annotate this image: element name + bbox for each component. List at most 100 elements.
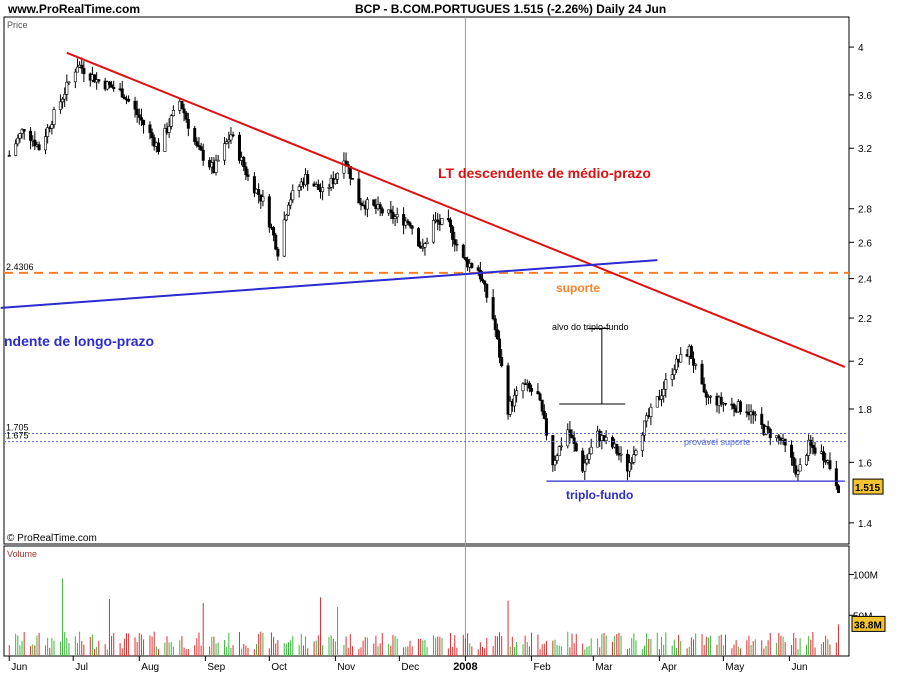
candle-body [297,186,301,191]
candle-body [500,357,504,367]
candle-body [227,139,231,143]
candle-body [555,455,559,461]
candle-body [316,184,320,190]
x-tick-label: Sep [207,662,225,673]
candle-body [506,365,510,415]
candle-body [199,146,203,151]
candle-body [421,246,425,249]
candle-body [719,396,723,404]
chart-labels: Jun Jul Aug Sep Oct Nov Dec 2008 Feb Mar Apr May Jun… [4,43,886,673]
candle-body [63,94,67,100]
price-panel-frame [3,16,850,545]
y-tick-label: 2.8 [858,205,872,216]
candle-body [67,81,71,84]
candle-body [342,160,346,174]
x-tick-label: Jul [75,662,88,673]
candle-body [463,257,467,260]
candle-body [150,132,154,139]
candle-body [512,394,516,407]
candle-body [97,79,101,82]
candle-body [33,139,37,147]
candle-body [327,187,331,189]
candle-body [152,137,156,147]
y-tick-label: 3.6 [858,91,872,102]
volume-bars [8,578,839,656]
candle-body [365,199,369,210]
candle-body [692,358,696,366]
candle-body [120,88,124,98]
candle-body [470,263,474,268]
last-price-badge [852,478,884,495]
candle-body [156,142,160,152]
candle-body [425,241,429,244]
candle-body [216,159,220,162]
candle-body [790,444,794,458]
candle-body [498,338,502,358]
candle-body [670,374,674,380]
x-tick-label: Apr [661,662,677,673]
candle-body [58,101,62,110]
candle-body [389,209,393,213]
candle-body [451,226,455,240]
y-tick-label: 2.2 [858,314,872,325]
candle-body [813,447,817,454]
candle-body [171,110,175,117]
candle-body [649,406,653,417]
candle-body [738,401,742,413]
candle-body [37,144,41,151]
trend-line [66,51,846,368]
candle-body [542,410,546,419]
candle-body [655,396,659,408]
candle-body [267,196,271,228]
candle-body [619,453,623,456]
candle-body [553,460,557,466]
candle-body [566,429,570,447]
candle-body [402,214,406,226]
candle-body [436,219,440,223]
candle-body [393,216,397,219]
candle-body [127,98,131,102]
level-label: 1.705 [6,423,29,433]
site-url: www.ProRealTime.com [8,2,141,16]
candle-body [453,239,457,245]
candle-body [395,214,399,218]
candle-body [22,129,26,132]
x-tick-label: 2008 [453,661,477,673]
candle-body [321,187,325,193]
candle-body [461,244,465,258]
candle-body [674,358,678,371]
candle-body [700,363,704,385]
price-panel-label: Price [7,20,28,30]
candle-body [536,391,540,395]
candle-body [568,429,572,436]
candle-body [391,211,395,219]
candle-body [585,458,589,464]
y-tick-label: 1.8 [858,405,872,416]
candle-body [333,178,337,185]
candle-body [796,470,800,475]
candle-body [628,462,632,472]
candle-body [225,141,229,144]
candle-body [538,393,542,401]
candle-body [359,202,363,206]
candle-body [182,108,186,114]
candle-body [807,439,811,456]
candle-body [107,81,111,86]
candle-body [223,143,227,161]
y-tick-label: 2.6 [858,238,872,249]
candle-body [515,390,519,396]
y-tick-label: 3.2 [858,144,872,155]
candle-body [336,172,340,180]
candle-body [664,379,668,390]
y-tick-label: 2.4 [858,275,872,286]
candle-body [798,464,802,472]
candle-body [242,156,246,168]
candle-body [645,415,649,422]
candle-body [257,188,261,196]
candle-body [7,155,11,157]
candle-body [634,450,638,456]
candle-body [135,108,139,116]
candle-body [237,134,241,161]
candle-body [214,159,218,173]
candle-body [378,204,382,210]
